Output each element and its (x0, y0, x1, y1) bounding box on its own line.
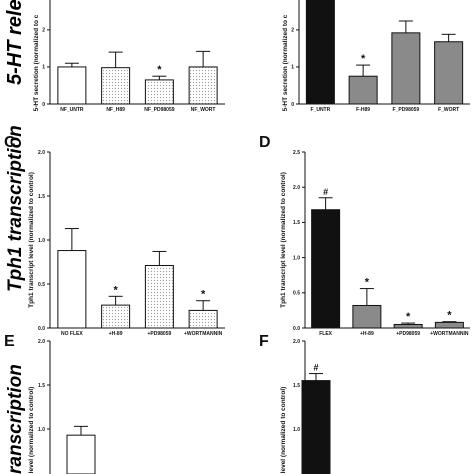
x-tick-label: +WORTMANNIN (184, 331, 223, 337)
y-tick-label: 1.5 (38, 194, 45, 200)
y-axis-label: 5-HT secretion (normalized to c (33, 14, 40, 111)
y-tick-label: 0.5 (38, 282, 45, 288)
bar (144, 265, 174, 329)
x-tick-label: F-H89 (356, 107, 370, 113)
significance-marker: * (406, 311, 411, 323)
bar (188, 66, 218, 105)
significance-marker: * (113, 284, 118, 296)
y-tick-label: 1 (42, 65, 45, 71)
y-tick-label: 2 (291, 28, 294, 34)
significance-marker: * (201, 289, 206, 301)
y-tick-label: 1.5 (293, 220, 300, 226)
row-title-5ht-release: 5-HT rele (4, 0, 26, 85)
x-tick-label: +WORTMANNIN (430, 331, 469, 337)
panel-letter-d: D (259, 134, 271, 151)
x-tick-label: NO FLEX (61, 331, 83, 337)
y-tick-label: 0 (42, 102, 45, 108)
bar (352, 304, 382, 329)
panel-letter-c: C (4, 134, 16, 151)
significance-marker: # (313, 363, 318, 373)
significance-marker: * (365, 277, 370, 289)
bar (305, 0, 335, 105)
y-axis-label: Tph1 transcript level (normalized to con… (280, 172, 287, 308)
x-tick-label: FLEX (319, 331, 332, 337)
significance-marker: * (447, 310, 452, 322)
bar (188, 309, 218, 329)
bar (393, 323, 423, 329)
x-tick-label: NF_UNTR (60, 107, 84, 113)
x-tick-label: F_WORT (438, 107, 459, 113)
panel-letter-f: F (259, 333, 269, 350)
x-tick-label: +PD98059 (396, 331, 420, 337)
bar (144, 79, 174, 105)
x-tick-label: NF_H89 (106, 107, 125, 113)
x-tick-label: +H-89 (360, 331, 374, 337)
bar (391, 32, 421, 105)
x-tick-label: +H-89 (109, 331, 123, 337)
bar (434, 321, 464, 329)
y-tick-label: 2.0 (293, 185, 300, 191)
y-tick-label: 0.0 (38, 326, 45, 332)
y-tick-label: 2 (42, 28, 45, 34)
significance-marker: * (157, 64, 162, 76)
y-tick-label: 0 (291, 102, 294, 108)
y-tick-label: 1.5 (38, 383, 45, 389)
y-tick-label: 1.5 (293, 383, 300, 389)
y-tick-label: 2.5 (293, 150, 300, 156)
row-title-transcription-cut: ranscription (5, 364, 26, 474)
x-tick-label: NF_WORT (191, 107, 216, 113)
bar (348, 75, 378, 105)
significance-marker: # (323, 187, 328, 197)
y-tick-label: 1.0 (293, 255, 300, 261)
panel-b-chart: 0 1 25-HT secretion (normalized to c F_UNTR… (282, 0, 470, 113)
x-tick-label: F_PD98059 (393, 107, 420, 113)
y-tick-label: 2.0 (38, 339, 45, 345)
y-tick-label: 1.0 (293, 427, 300, 433)
y-axis-label: Tph1 transcript level (normalized to con… (28, 172, 35, 308)
panel-f-chart: 2.0 1.5 1.0 level (normalized to control) # (280, 339, 331, 474)
y-tick-label: 1.0 (38, 238, 45, 244)
bar (57, 250, 87, 329)
bar (57, 66, 87, 105)
y-tick-label: 2.0 (293, 339, 300, 345)
x-tick-label: +PD98059 (147, 331, 171, 337)
y-tick-label: 1 (291, 65, 294, 71)
y-tick-label: 0.5 (293, 291, 300, 297)
bar (66, 434, 96, 474)
y-tick-label: 0.0 (293, 326, 300, 332)
bar (434, 41, 464, 105)
x-tick-label: NF_PD98059 (144, 107, 175, 113)
significance-marker: * (361, 53, 366, 65)
panel-a-chart: 0 1 25-HT secretion (normalized to c NF_UNT… (33, 0, 225, 113)
y-axis-label: level (normalized to control) (28, 387, 35, 474)
x-tick-label: F_UNTR (311, 107, 331, 113)
y-axis-label: level (normalized to control) (280, 387, 287, 474)
panel-letter-e: E (4, 333, 15, 350)
y-tick-label: 2.0 (38, 150, 45, 156)
y-axis-label: 5-HT secretion (normalized to c (282, 14, 289, 111)
bar (101, 67, 131, 105)
bar (301, 380, 331, 474)
y-tick-label: 1.0 (38, 427, 45, 433)
bar (311, 209, 341, 329)
bar (101, 304, 131, 329)
panel-c-chart: 0.0 0.5 1.0 1.5 2.0 Tph1 transcript level (no… (28, 150, 225, 337)
panel-d-chart: 0.0 0.5 1.0 1.5 2.0 2.5 Tph1 transcript level … (280, 150, 470, 337)
row-title-tph1-transcription: Tph1 transcription (5, 125, 26, 292)
